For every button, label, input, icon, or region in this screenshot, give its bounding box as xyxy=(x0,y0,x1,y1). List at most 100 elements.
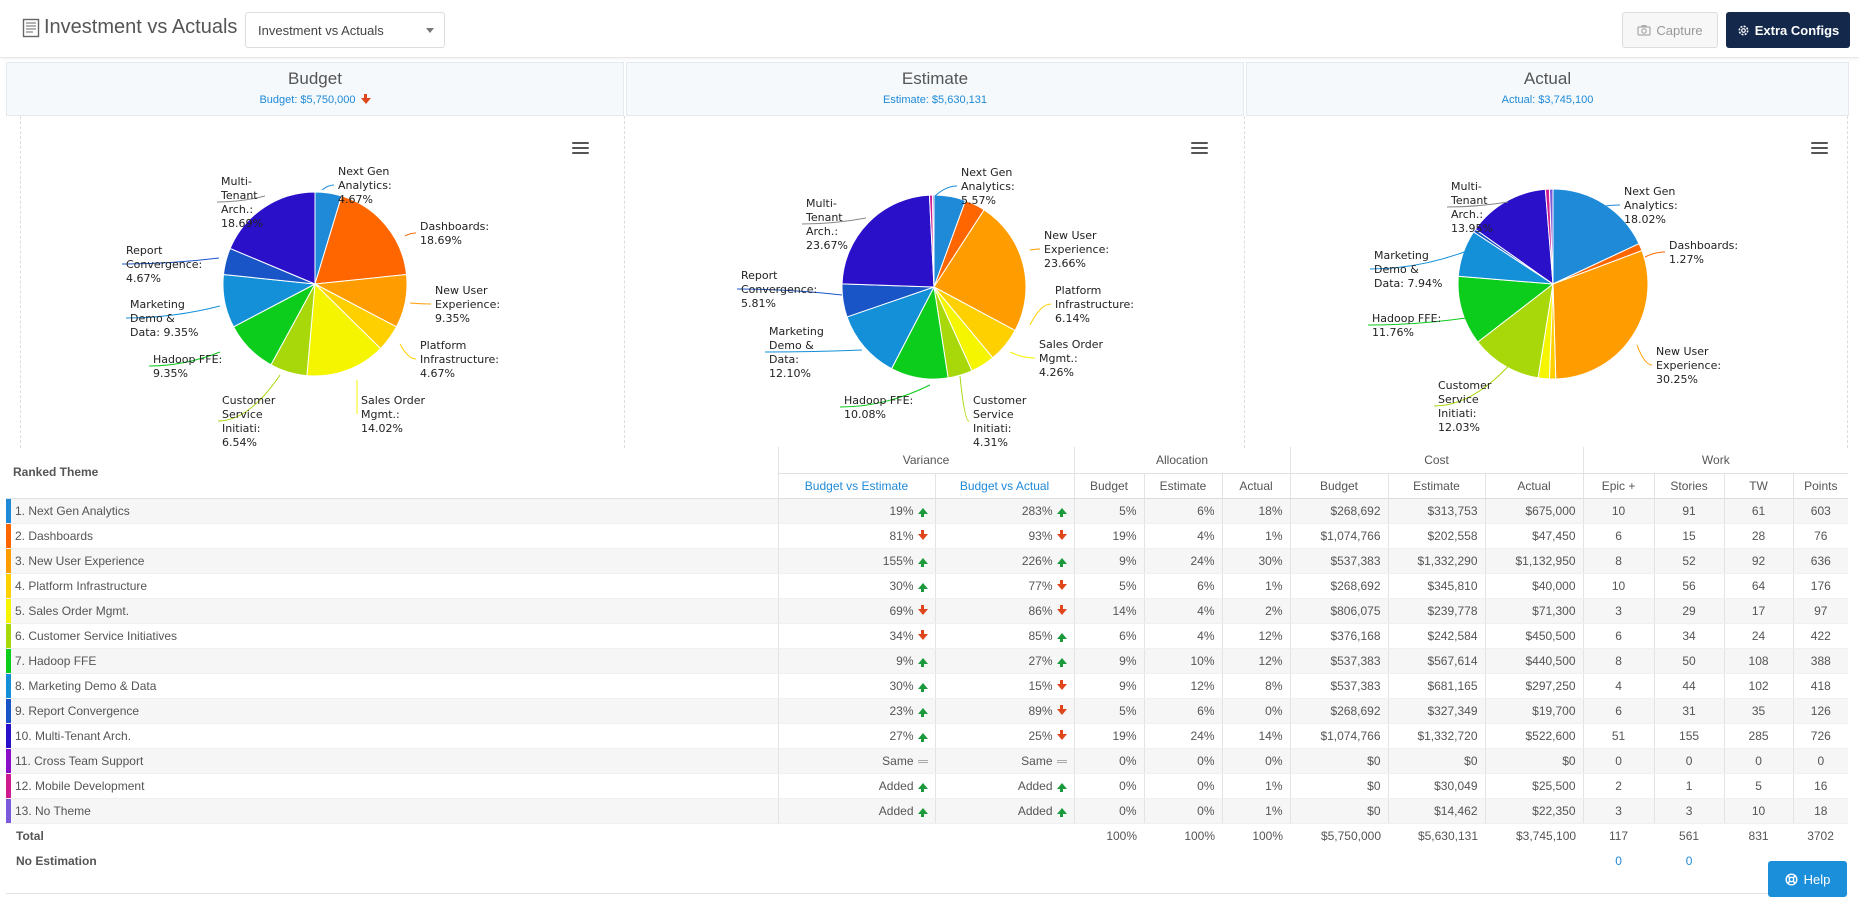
budget-pie-chart: Next GenAnalytics:4.67%Dashboards:18.69%… xyxy=(121,165,500,448)
budget-total: Budget: $5,750,000 xyxy=(259,94,356,106)
theme-name: 3. New User Experience xyxy=(15,553,145,568)
callout-text: Tenant xyxy=(220,189,258,202)
arrow-up-icon xyxy=(1056,783,1067,793)
cost-estimate-cell: $1,332,290 xyxy=(1387,548,1486,574)
stories-cell: 56 xyxy=(1653,573,1725,599)
arrow-up-icon xyxy=(917,683,928,693)
theme-name-cell: 9. Report Convergence xyxy=(6,698,778,724)
cost-actual-header: Actual xyxy=(1484,473,1584,499)
chart-menu-icon[interactable] xyxy=(1811,142,1828,155)
capture-label: Capture xyxy=(1656,22,1703,38)
callout-line xyxy=(1644,251,1666,258)
table-row[interactable]: 2. Dashboards 81% 93% 19% 4% 1% $1,074,766 $202… xyxy=(6,523,1849,549)
table-row[interactable]: 11. Cross Team Support Same Same 0% 0% 0% $0 $0… xyxy=(6,748,1849,774)
variance-value: 86% xyxy=(1028,603,1053,618)
tw-cell: 28 xyxy=(1723,523,1794,549)
alloc-actual-cell: 1% xyxy=(1221,523,1291,549)
alloc-budget-cell: 5% xyxy=(1073,698,1145,724)
points-cell: 422 xyxy=(1792,623,1849,649)
pie-data-label: Dashboards:1.27% xyxy=(1644,239,1738,266)
pie-slice[interactable] xyxy=(1477,282,1554,379)
view-select[interactable]: Investment vs Actuals xyxy=(245,12,445,48)
capture-button[interactable]: Capture xyxy=(1622,12,1718,48)
table-row[interactable]: 6. Customer Service Initiatives 34% 85% 6% 4… xyxy=(6,623,1849,649)
points-cell: 418 xyxy=(1792,673,1849,699)
alloc-estimate-cell: 10% xyxy=(1143,648,1223,674)
table-row[interactable]: 4. Platform Infrastructure 30% 77% 5% 6% 1% $2… xyxy=(6,573,1849,599)
pie-slice[interactable] xyxy=(1474,188,1554,286)
callout-text: Infrastructure: xyxy=(420,353,499,366)
callout-text: Sales Order xyxy=(361,394,426,407)
tw-cell: 285 xyxy=(1723,723,1794,749)
callout-text: 6.14% xyxy=(1055,312,1090,325)
variance-value: 25% xyxy=(1028,728,1053,743)
budget-vs-actual-header[interactable]: Budget vs Actual xyxy=(934,473,1075,499)
arrow-up-icon xyxy=(917,583,928,593)
cost-estimate-cell: $30,049 xyxy=(1387,773,1486,799)
theme-color-swatch xyxy=(6,748,11,772)
extra-configs-button[interactable]: Extra Configs xyxy=(1726,12,1850,48)
budget-vs-estimate-header[interactable]: Budget vs Estimate xyxy=(777,473,935,499)
pie-slice[interactable] xyxy=(1457,275,1555,343)
pie-slice[interactable] xyxy=(931,194,935,288)
points-cell: 603 xyxy=(1792,498,1849,524)
table-row[interactable]: 13. No Theme Added Added 0% 0% 1% $0 $14,462 $22… xyxy=(6,798,1849,824)
pie-slice[interactable] xyxy=(1552,249,1649,380)
table-row[interactable]: 1. Next Gen Analytics 19% 283% 5% 6% 18% $268,… xyxy=(6,498,1849,524)
pie-slice[interactable] xyxy=(846,286,936,370)
epic-cell: 10 xyxy=(1582,573,1655,599)
table-row[interactable]: 10. Multi-Tenant Arch. 27% 25% 19% 24% 14% $1,… xyxy=(6,723,1849,749)
chart-menu-icon[interactable] xyxy=(1191,142,1208,155)
theme-name: 9. Report Convergence xyxy=(15,703,140,718)
callout-text: Demo & xyxy=(769,339,814,352)
chart-menu-icon[interactable] xyxy=(572,142,589,155)
no-estimation-epic-link[interactable]: 0 xyxy=(1583,848,1655,873)
pie-slice[interactable] xyxy=(841,194,935,288)
panel-divider xyxy=(1244,116,1245,448)
pie-slice[interactable] xyxy=(933,209,1027,332)
tw-cell: 61 xyxy=(1723,498,1794,524)
arrow-down-icon xyxy=(360,94,371,105)
alloc-estimate-cell: 0% xyxy=(1143,773,1223,799)
table-row[interactable]: 3. New User Experience 155% 226% 9% 24% 30% $5… xyxy=(6,548,1849,574)
callout-line xyxy=(216,195,266,203)
budget-vs-estimate-cell: 155% xyxy=(777,548,935,574)
table-row[interactable]: 9. Report Convergence 23% 89% 5% 6% 0% $268,69… xyxy=(6,698,1849,724)
cost-estimate-header: Estimate xyxy=(1387,473,1486,499)
budget-vs-estimate-cell: 27% xyxy=(777,723,935,749)
table-row[interactable]: 12. Mobile Development Added Added 0% 0% 1% $0… xyxy=(6,773,1849,799)
total-points: 3702 xyxy=(1793,822,1849,848)
arrow-down-icon xyxy=(1056,605,1067,616)
variance-value: 27% xyxy=(1028,653,1053,668)
table-row[interactable]: 8. Marketing Demo & Data 30% 15% 9% 12% 8% $53… xyxy=(6,673,1849,699)
callout-text: 5.81% xyxy=(741,297,776,310)
budget-vs-actual-cell: 77% xyxy=(934,573,1075,599)
pie-slice[interactable] xyxy=(314,195,408,285)
pie-slice[interactable] xyxy=(1552,188,1640,285)
help-button[interactable]: Help xyxy=(1768,861,1847,897)
callout-line xyxy=(736,288,843,296)
callout-line xyxy=(934,185,958,197)
no-estimation-stories-link[interactable]: 0 xyxy=(1654,848,1725,873)
callout-text: 9.35% xyxy=(153,367,188,380)
callout-text: 4.67% xyxy=(126,272,161,285)
pie-slice[interactable] xyxy=(306,282,382,377)
pie-slice[interactable] xyxy=(229,191,316,285)
cost-budget-cell: $268,692 xyxy=(1289,698,1389,724)
callout-text: Next Gen xyxy=(338,165,389,178)
table-row[interactable]: 5. Sales Order Mgmt. 69% 86% 14% 4% 2% $806,07… xyxy=(6,598,1849,624)
callout-text: Data: 7.94% xyxy=(1374,277,1442,290)
budget-vs-estimate-cell: 19% xyxy=(777,498,935,524)
pie-slice[interactable] xyxy=(1548,188,1554,285)
callout-text: Hadoop FFE: xyxy=(844,394,913,407)
callout-text: Mgmt.: xyxy=(361,408,400,421)
table-row[interactable]: 7. Hadoop FFE 9% 27% 9% 10% 12% $537,383 $567,6… xyxy=(6,648,1849,674)
help-label: Help xyxy=(1803,871,1831,887)
callout-text: 5.57% xyxy=(961,194,996,207)
total-cost-estimate: $5,630,131 xyxy=(1388,822,1486,848)
alloc-budget-cell: 9% xyxy=(1073,648,1145,674)
points-cell: 18 xyxy=(1792,798,1849,824)
